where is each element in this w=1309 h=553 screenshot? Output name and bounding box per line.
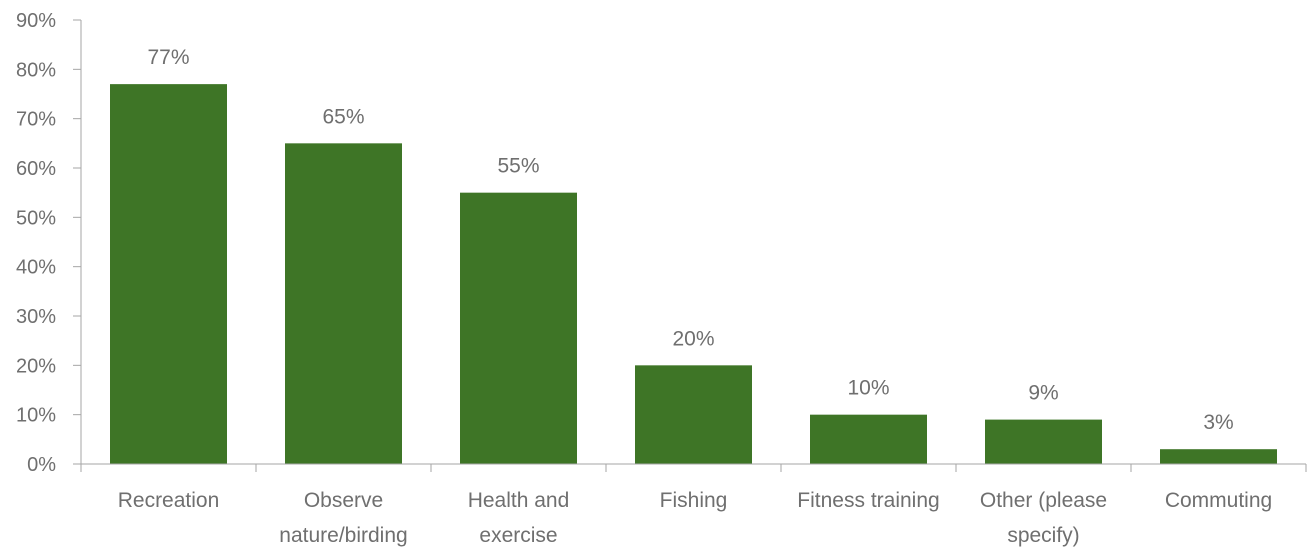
y-tick-label: 70% (16, 109, 56, 131)
bars-group (110, 84, 1277, 465)
data-label: 3% (1203, 411, 1233, 434)
y-tick-label: 80% (16, 59, 56, 81)
data-label: 9% (1028, 382, 1058, 405)
data-label: 77% (147, 46, 189, 69)
bar (460, 192, 577, 464)
bar (1160, 449, 1277, 464)
x-category-label: specify) (1007, 524, 1079, 547)
data-label: 65% (322, 105, 364, 128)
bar (810, 414, 927, 464)
y-tick-label: 30% (16, 306, 56, 328)
y-tick-label: 20% (16, 355, 56, 377)
data-label: 10% (847, 377, 889, 400)
x-category-label: exercise (479, 524, 557, 547)
x-category-label: Fitness training (797, 489, 939, 512)
y-tick-label: 40% (16, 257, 56, 279)
y-tick-label: 50% (16, 207, 56, 229)
data-label: 55% (497, 155, 539, 178)
bar (635, 365, 752, 464)
data-label: 20% (672, 327, 714, 350)
bar (285, 143, 402, 465)
x-category-label: Other (please (980, 489, 1107, 512)
labels-group: 0% 10% 20% 30% 40% 50% 60% 70% 80% 90% 77% Recreati… (16, 10, 1272, 547)
y-tick-label: 90% (16, 10, 56, 32)
x-category-label: Health and (468, 489, 570, 512)
y-tick-label: 60% (16, 158, 56, 180)
y-tick-label: 0% (27, 454, 56, 476)
x-category-label: Commuting (1165, 489, 1272, 512)
x-category-label: nature/birding (279, 524, 407, 547)
bar (110, 84, 227, 464)
axes-group (73, 19, 1307, 472)
bar (985, 419, 1102, 464)
x-category-label: Observe (304, 489, 383, 512)
y-tick-label: 10% (16, 405, 56, 427)
x-category-label: Fishing (660, 489, 728, 512)
x-category-label: Recreation (118, 489, 220, 512)
